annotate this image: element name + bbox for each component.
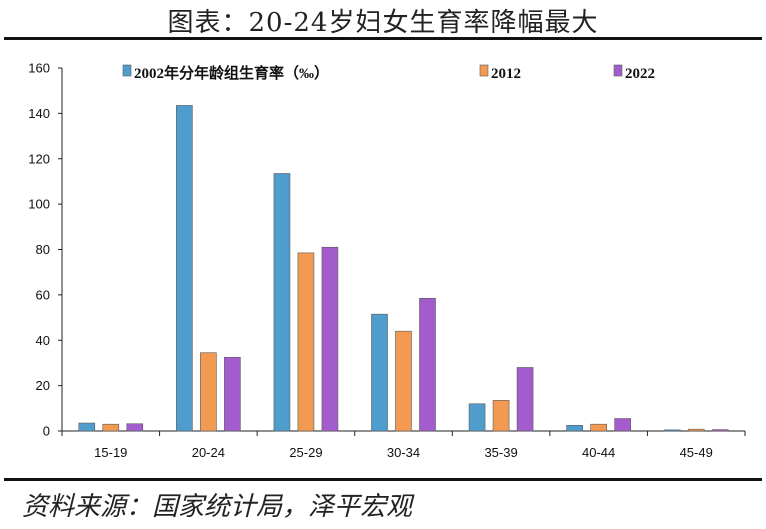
chart-legend: 2002年分年龄组生育率（‰） 2012 2022 <box>122 64 655 82</box>
bar-2002-45-49 <box>663 429 681 432</box>
y-tick-label: 100 <box>28 197 50 212</box>
bar-2002-25-29 <box>273 173 291 432</box>
bar-2022-30-34 <box>419 297 436 432</box>
chart-bars <box>78 105 729 432</box>
x-tick-label: 45-49 <box>680 445 713 460</box>
x-tick-label: 15-19 <box>94 445 127 460</box>
x-tick-label: 30-34 <box>387 445 420 460</box>
legend-swatch <box>479 64 489 77</box>
bar-2012-15-19 <box>102 423 120 432</box>
bar-2012-35-39 <box>492 400 510 432</box>
y-tick-label: 20 <box>36 378 50 393</box>
legend-label: 2002年分年龄组生育率（‰） <box>134 64 329 82</box>
y-tick-label: 80 <box>36 242 50 257</box>
bar-2022-25-29 <box>321 246 339 432</box>
bar-2002-40-44 <box>566 425 583 432</box>
page-title: 图表：20-24岁妇女生育率降幅最大 <box>167 8 599 38</box>
x-tick-label: 20-24 <box>192 445 225 460</box>
y-tick-label: 60 <box>36 287 50 302</box>
bar-2012-25-29 <box>297 252 315 432</box>
y-tick-label: 40 <box>36 333 50 348</box>
bar-2012-30-34 <box>395 330 412 432</box>
chart-axes: 0 20 40 60 80 100 120 140 160 15-19 20-24 25-29 30-3… <box>28 61 746 460</box>
source-divider <box>4 478 762 481</box>
bar-2022-15-19 <box>126 423 144 432</box>
y-tick-label: 140 <box>28 106 50 121</box>
bar-2012-20-24 <box>200 352 217 432</box>
x-tick-label: 40-44 <box>582 445 615 460</box>
legend-label: 2012 <box>491 66 521 82</box>
bar-2002-20-24 <box>176 105 193 432</box>
legend-label: 2022 <box>625 66 655 82</box>
bar-2012-40-44 <box>590 423 607 432</box>
bar-chart: 0 20 40 60 80 100 120 140 160 15-19 20-24 25-29 30-3… <box>28 61 746 460</box>
source-note: 资料来源：国家统计局，泽平宏观 <box>22 492 413 522</box>
bar-2002-35-39 <box>468 403 486 432</box>
legend-swatch <box>122 64 132 77</box>
bar-2022-40-44 <box>614 418 631 432</box>
y-tick-label: 160 <box>28 61 50 76</box>
y-tick-label: 0 <box>43 424 50 439</box>
y-tick-label: 120 <box>28 151 50 166</box>
x-tick-label: 25-29 <box>289 445 322 460</box>
bar-2002-30-34 <box>371 313 388 432</box>
bar-2022-35-39 <box>516 367 534 432</box>
bar-2022-45-49 <box>711 429 729 432</box>
bar-2002-15-19 <box>78 422 96 432</box>
bar-2022-20-24 <box>224 356 241 432</box>
x-tick-label: 35-39 <box>484 445 517 460</box>
title-underline <box>4 37 762 40</box>
bar-2012-45-49 <box>687 428 705 432</box>
legend-swatch <box>613 64 623 77</box>
